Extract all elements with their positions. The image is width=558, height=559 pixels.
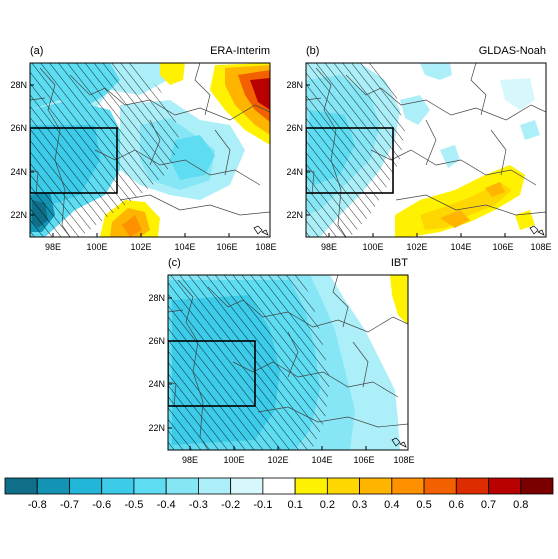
lat-tick: 26N bbox=[10, 123, 27, 133]
panel-c-ticks: 28N 26N 24N 22N 98E 100E 102E 104E 106E … bbox=[148, 293, 414, 465]
colorbar-swatch bbox=[294, 477, 328, 495]
colorbar-swatch bbox=[133, 477, 167, 495]
lon-tick: 102E bbox=[130, 242, 151, 252]
lon-tick: 98E bbox=[182, 455, 198, 465]
colorbar-label: 0.7 bbox=[481, 499, 496, 511]
panel-c-map bbox=[168, 275, 408, 450]
colorbar-label: -0.6 bbox=[92, 499, 111, 511]
lon-tick: 98E bbox=[45, 242, 61, 252]
panel-b-map bbox=[306, 63, 546, 237]
colorbar-label: -0.7 bbox=[60, 499, 79, 511]
lon-tick: 106E bbox=[492, 242, 513, 252]
panel-c-label: (c) bbox=[168, 257, 181, 269]
lon-tick: 104E bbox=[174, 242, 195, 252]
lon-tick: 100E bbox=[86, 242, 107, 252]
lat-tick: 28N bbox=[286, 80, 303, 90]
colorbar-swatch bbox=[4, 477, 38, 495]
panel-a-label: (a) bbox=[30, 45, 43, 57]
panel-b-dataset-label: GLDAS-Noah bbox=[479, 45, 546, 57]
colorbar-swatch bbox=[230, 477, 264, 495]
colorbar-label: 0.6 bbox=[449, 499, 464, 511]
lat-tick: 24N bbox=[286, 167, 303, 177]
lat-tick: 24N bbox=[10, 167, 27, 177]
lon-tick: 102E bbox=[406, 242, 427, 252]
colorbar-swatch bbox=[326, 477, 360, 495]
lon-tick: 104E bbox=[311, 455, 332, 465]
colorbar-swatch bbox=[488, 477, 522, 495]
colorbar-label: 0.4 bbox=[384, 499, 399, 511]
lon-tick: 106E bbox=[216, 242, 237, 252]
panel-a-ticks: 28N 26N 24N 22N 98E 100E 102E 104E 106E … bbox=[10, 80, 276, 252]
colorbar-swatch bbox=[520, 477, 554, 495]
colorbar-swatch bbox=[262, 477, 296, 495]
panel-c-dataset-label: IBT bbox=[391, 257, 408, 269]
colorbar-swatch bbox=[69, 477, 103, 495]
colorbar-swatch bbox=[198, 477, 232, 495]
lon-tick: 102E bbox=[267, 455, 288, 465]
lon-tick: 100E bbox=[362, 242, 383, 252]
lon-tick: 104E bbox=[450, 242, 471, 252]
colorbar-label: -0.1 bbox=[253, 499, 272, 511]
lon-tick: 108E bbox=[530, 242, 551, 252]
colorbar-label: 0.5 bbox=[416, 499, 431, 511]
lon-tick: 108E bbox=[393, 455, 414, 465]
panel-a-dataset-label: ERA-Interim bbox=[210, 45, 270, 57]
lat-tick: 28N bbox=[148, 293, 165, 303]
colorbar-label: -0.4 bbox=[157, 499, 176, 511]
lat-tick: 22N bbox=[10, 210, 27, 220]
colorbar-label: 0.3 bbox=[352, 499, 367, 511]
colorbar-label: 0.1 bbox=[287, 499, 302, 511]
lat-tick: 24N bbox=[148, 379, 165, 389]
lat-tick: 26N bbox=[148, 336, 165, 346]
lat-tick: 22N bbox=[286, 210, 303, 220]
colorbar: -0.8 -0.7 -0.6 -0.5 -0.4 -0.3 -0.2 -0.1 0.1 0.2 0.… bbox=[4, 477, 554, 511]
colorbar-label: 0.2 bbox=[320, 499, 335, 511]
panel-a: (a) ERA-Interim bbox=[10, 45, 276, 252]
colorbar-labels: -0.8 -0.7 -0.6 -0.5 -0.4 -0.3 -0.2 -0.1 0.1 0.2 0.… bbox=[28, 499, 529, 511]
colorbar-swatch bbox=[391, 477, 425, 495]
lat-tick: 22N bbox=[148, 423, 165, 433]
panel-b-ticks: 28N 26N 24N 22N 98E 100E 102E 104E 106E … bbox=[286, 80, 551, 252]
colorbar-label: -0.2 bbox=[221, 499, 240, 511]
lon-tick: 98E bbox=[321, 242, 337, 252]
panel-b-label: (b) bbox=[306, 45, 319, 57]
lat-tick: 26N bbox=[286, 123, 303, 133]
lon-tick: 100E bbox=[223, 455, 244, 465]
colorbar-label: -0.8 bbox=[28, 499, 47, 511]
colorbar-label: -0.3 bbox=[189, 499, 208, 511]
colorbar-label: 0.8 bbox=[513, 499, 528, 511]
colorbar-swatch bbox=[165, 477, 199, 495]
colorbar-label: -0.5 bbox=[124, 499, 143, 511]
colorbar-swatch bbox=[455, 477, 489, 495]
colorbar-swatch bbox=[423, 477, 457, 495]
lat-tick: 28N bbox=[10, 80, 27, 90]
colorbar-swatch bbox=[101, 477, 135, 495]
lon-tick: 108E bbox=[255, 242, 276, 252]
colorbar-swatch bbox=[359, 477, 393, 495]
colorbar-swatch bbox=[36, 477, 70, 495]
panel-a-map bbox=[30, 63, 270, 237]
panel-c: (c) IBT 28N 26N 24N 22N 98E 100E 102E 10… bbox=[148, 257, 414, 465]
lon-tick: 106E bbox=[353, 455, 374, 465]
colorbar-swatches bbox=[4, 477, 554, 495]
panel-b: (b) GLDAS-Noah 28N 26N 24N bbox=[286, 45, 551, 252]
